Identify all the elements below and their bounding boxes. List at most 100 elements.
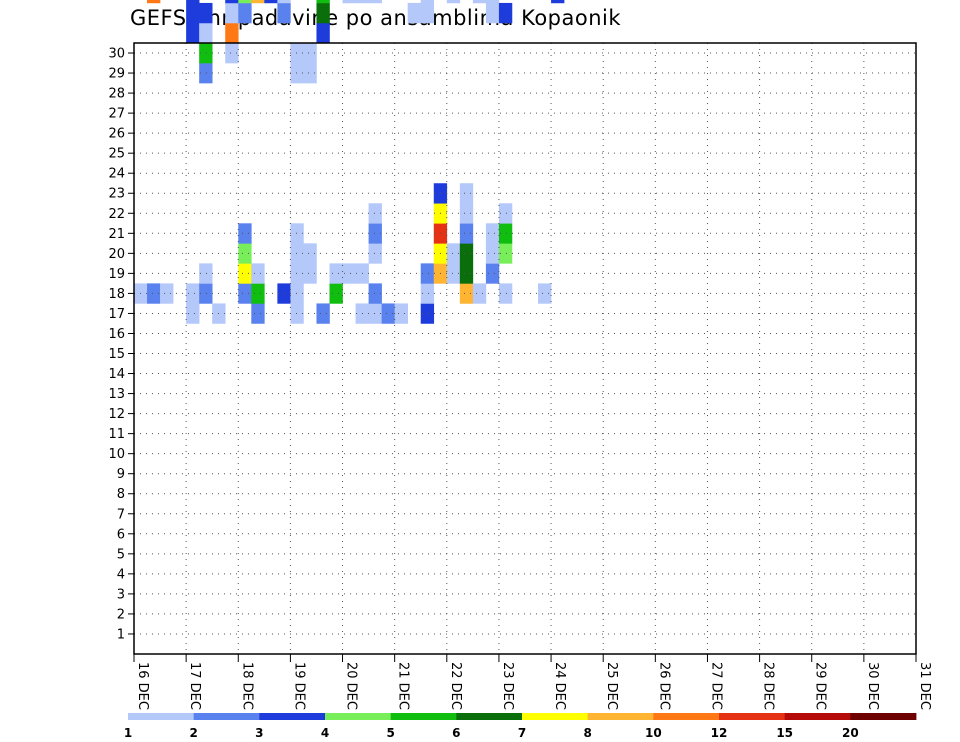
x-tick-label: 22 DEC [448, 662, 463, 710]
y-tick-label: 23 [108, 187, 125, 202]
legend-label: 5 [386, 726, 394, 740]
heatmap-cell [186, 2, 200, 24]
heatmap-cell [420, 263, 435, 284]
y-tick-label: 3 [117, 587, 125, 602]
x-tick-label: 24 DEC [552, 662, 567, 710]
heatmap-cell [485, 0, 500, 4]
heatmap-cell [368, 303, 382, 324]
legend-swatch [390, 713, 457, 720]
y-tick-label: 1 [117, 627, 125, 642]
heatmap-cell [368, 0, 382, 4]
heatmap-cell [368, 283, 382, 304]
legend-swatch [522, 713, 589, 720]
y-tick-label: 29 [108, 67, 125, 82]
legend-label: 3 [255, 726, 263, 740]
heatmap-cell [199, 22, 213, 44]
heatmap-cell [303, 43, 317, 64]
x-tick-label: 31 DEC [917, 662, 932, 710]
heatmap-cell [316, 0, 330, 4]
x-tick-label: 25 DEC [604, 662, 619, 710]
y-tick-label: 14 [108, 367, 125, 382]
legend-swatch [128, 713, 195, 720]
heatmap-cell [186, 22, 200, 44]
legend-swatch [259, 713, 326, 720]
heatmap-cell [368, 203, 382, 224]
legend-label: 12 [711, 726, 728, 740]
heatmap-cell [238, 283, 252, 304]
heatmap-cell [147, 283, 161, 304]
heatmap-cell [472, 283, 487, 304]
heatmap-cell [199, 263, 213, 284]
heatmap-cell [251, 283, 265, 304]
legend-label: 6 [452, 726, 460, 740]
heatmap-cell [551, 0, 565, 4]
x-tick-label: 30 DEC [865, 662, 880, 710]
heatmap-cell [485, 263, 500, 284]
y-tick-label: 22 [108, 207, 125, 222]
heatmap-cell [316, 22, 330, 44]
legend-label: 7 [518, 726, 526, 740]
heatmap-cell [225, 2, 239, 24]
heatmap-cell [160, 283, 174, 304]
heatmap-cell [407, 2, 422, 24]
y-tick-label: 2 [117, 607, 125, 622]
heatmap-cell [498, 223, 513, 244]
heatmap-cell [199, 43, 213, 64]
x-tick-label: 20 DEC [344, 662, 359, 710]
heatmap-cell [277, 2, 291, 24]
plot-frame [133, 42, 917, 655]
heatmap-cell [290, 243, 304, 264]
y-tick-label: 7 [117, 507, 125, 522]
y-tick-label: 18 [108, 287, 125, 302]
heatmap-cell [329, 283, 343, 304]
heatmap-cell [498, 2, 513, 24]
heatmap-cell [303, 243, 317, 264]
heatmap-cell [329, 263, 343, 284]
legend-swatch [587, 713, 654, 720]
x-tick-label: 23 DEC [500, 662, 515, 710]
y-tick-label: 19 [108, 267, 125, 282]
heatmap-cell [420, 283, 435, 304]
heatmap-cell [459, 263, 474, 284]
heatmap-cell [147, 0, 161, 4]
heatmap-cell [368, 223, 382, 244]
legend-label: 2 [189, 726, 197, 740]
x-tick-label: 21 DEC [396, 662, 411, 710]
heatmap-cell [225, 43, 239, 64]
y-tick-label: 16 [108, 327, 125, 342]
y-tick-label: 4 [117, 567, 125, 582]
heatmap-cell [199, 2, 213, 24]
legend-swatch [456, 713, 523, 720]
legend-label: 20 [842, 726, 859, 740]
heatmap-cell [251, 303, 265, 324]
x-tick-label: 29 DEC [813, 662, 828, 710]
heatmap-cell [199, 63, 213, 84]
y-tick-label: 8 [117, 487, 125, 502]
legend-label: 15 [776, 726, 793, 740]
heatmap-cell [290, 43, 304, 64]
heatmap-cell [368, 243, 382, 264]
x-tick-label: 28 DEC [761, 662, 776, 710]
x-tick-label: 16 DEC [135, 662, 150, 710]
heatmap-cell [225, 0, 239, 4]
legend-swatch [719, 713, 786, 720]
y-tick-label: 20 [108, 247, 125, 262]
heatmap-cell [420, 0, 435, 4]
heatmap-cell [238, 263, 252, 284]
y-tick-label: 27 [108, 107, 125, 122]
y-tick-label: 24 [108, 167, 125, 182]
heatmap-cell [290, 63, 304, 84]
y-tick-label: 28 [108, 87, 125, 102]
legend-swatch [653, 713, 720, 720]
y-tick-label: 26 [108, 127, 125, 142]
heatmap-cell [420, 2, 435, 24]
legend-swatch [193, 713, 260, 720]
x-tick-label: 19 DEC [291, 662, 306, 710]
y-tick-label: 12 [108, 407, 125, 422]
heatmap-cell [342, 0, 356, 4]
x-tick-label: 17 DEC [187, 662, 202, 710]
heatmap-cell [199, 283, 213, 304]
heatmap-cell [251, 0, 265, 4]
heatmap-cell [316, 2, 330, 24]
